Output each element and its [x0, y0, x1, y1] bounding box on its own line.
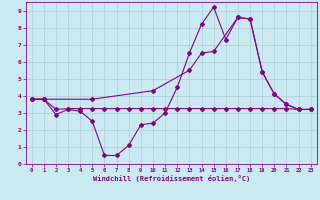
- X-axis label: Windchill (Refroidissement éolien,°C): Windchill (Refroidissement éolien,°C): [92, 175, 250, 182]
